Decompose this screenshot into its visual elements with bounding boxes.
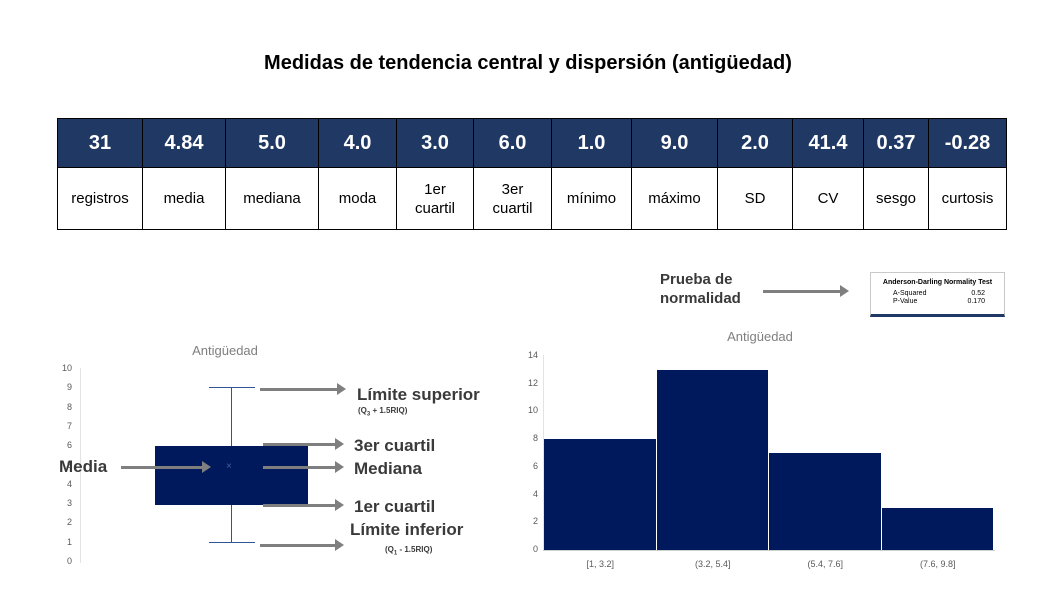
histogram-bar	[769, 453, 881, 550]
lower-limit-formula: (Q1 - 1.5RIQ)	[385, 545, 433, 557]
histogram-bar	[656, 369, 768, 550]
histogram-ytick: 0	[532, 544, 538, 554]
whisker-cap-top	[209, 387, 255, 388]
stat-value: 5.0	[225, 118, 319, 168]
histogram-ytick: 8	[532, 433, 538, 444]
stat-label: SD	[717, 167, 793, 230]
stat-label: CV	[792, 167, 864, 230]
stats-table: 31 4.84 5.0 4.0 3.0 6.0 1.0 9.0 2.0 41.4…	[57, 118, 1007, 230]
upper-limit-arrow	[260, 383, 346, 395]
stat-label: moda	[318, 167, 397, 230]
upper-limit-formula: (Q3 + 1.5RIQ)	[358, 406, 408, 418]
histogram-ytick: 4	[532, 488, 538, 499]
boxplot-ytick: 1	[66, 536, 72, 547]
stat-value: 1.0	[551, 118, 632, 168]
stat-value: 6.0	[473, 118, 552, 168]
histogram-title: Antigüedad	[727, 329, 793, 344]
histogram-bar	[544, 439, 656, 550]
mean-arrow	[121, 461, 211, 473]
boxplot-ytick: 6	[66, 440, 72, 451]
boxplot-ytick: 10	[61, 363, 72, 373]
stat-label: registros	[57, 167, 143, 230]
boxplot-ytick: 5	[66, 459, 72, 470]
stat-value: 9.0	[631, 118, 718, 168]
histogram-xtick: (5.4, 7.6]	[807, 559, 844, 569]
stat-value: 0.37	[863, 118, 929, 168]
stat-label: sesgo	[863, 167, 929, 230]
median-label: Mediana	[354, 459, 423, 478]
ad-row-pvalue: P-Value 0.170	[893, 298, 985, 305]
histogram-xtick: (7.6, 9.8]	[919, 559, 956, 569]
boxplot-ytick: 9	[66, 382, 72, 393]
q1-arrow	[263, 499, 344, 511]
stat-label: mediana	[225, 167, 319, 230]
q1-label: 1er cuartil	[354, 497, 436, 516]
q3-label: 3er cuartil	[354, 436, 436, 455]
stat-value: 31	[57, 118, 143, 168]
stat-label: 1er cuartil	[396, 167, 474, 230]
ad-row-name: P-Value	[893, 298, 918, 305]
mean-label: Media	[59, 457, 108, 476]
stat-value: 3.0	[396, 118, 474, 168]
upper-limit-label: Límite superior	[357, 385, 480, 404]
stat-label: curtosis	[928, 167, 1007, 230]
ad-row-asquared: A-Squared 0.52	[893, 290, 985, 297]
histogram-ytick: 2	[532, 516, 538, 527]
mean-marker: ×	[226, 461, 232, 472]
histogram-ytick: 10	[527, 405, 538, 416]
boxplot-title: Antigüedad	[192, 343, 258, 358]
median-arrow	[263, 461, 344, 473]
stat-value: -0.28	[928, 118, 1007, 168]
boxplot-ytick: 0	[66, 556, 72, 566]
histogram-bar	[881, 508, 993, 550]
boxplot-ytick: 3	[66, 498, 72, 509]
boxplot-ytick: 2	[66, 517, 72, 528]
q3-arrow	[263, 438, 344, 450]
boxplot-axis-line	[80, 368, 81, 563]
normality-arrow	[763, 285, 849, 297]
normality-label: Prueba de normalidad	[660, 270, 741, 308]
histogram-xtick: (3.2, 5.4]	[694, 559, 731, 569]
boxplot-ytick: 8	[66, 401, 72, 412]
ad-row-name: A-Squared	[893, 290, 927, 297]
page-title: Medidas de tendencia central y dispersió…	[264, 52, 792, 74]
histogram-xtick: [1, 3.2]	[586, 559, 615, 569]
histogram-ytick: 6	[532, 460, 538, 471]
stat-value: 4.84	[142, 118, 226, 168]
lower-limit-arrow	[260, 539, 344, 551]
stat-label: 3er cuartil	[473, 167, 552, 230]
whisker-cap-bottom	[209, 542, 255, 543]
anderson-darling-box: Anderson-Darling Normality Test A-Square…	[870, 272, 1005, 317]
stat-label: máximo	[631, 167, 718, 230]
ad-row-value: 0.52	[971, 290, 985, 297]
normality-label-line1: Prueba de	[660, 271, 733, 288]
boxplot-ytick: 7	[66, 420, 72, 431]
histogram-ytick: 14	[527, 350, 538, 360]
ad-row-value: 0.170	[967, 298, 985, 305]
stats-values-row: 31 4.84 5.0 4.0 3.0 6.0 1.0 9.0 2.0 41.4…	[57, 118, 1007, 168]
boxplot-box	[155, 446, 308, 505]
stat-value: 4.0	[318, 118, 397, 168]
ad-title: Anderson-Darling Normality Test	[882, 279, 993, 286]
histogram-baseline	[543, 550, 995, 551]
histogram-ytick: 12	[527, 377, 538, 388]
boxplot-ytick: 4	[66, 478, 72, 489]
stat-label: media	[142, 167, 226, 230]
histogram-axis-line	[543, 355, 544, 551]
normality-label-line2: normalidad	[660, 290, 741, 307]
stat-label: mínimo	[551, 167, 632, 230]
stats-labels-row: registros media mediana moda 1er cuartil…	[57, 167, 1007, 230]
stat-value: 2.0	[717, 118, 793, 168]
stat-value: 41.4	[792, 118, 864, 168]
lower-limit-label: Límite inferior	[350, 520, 464, 539]
